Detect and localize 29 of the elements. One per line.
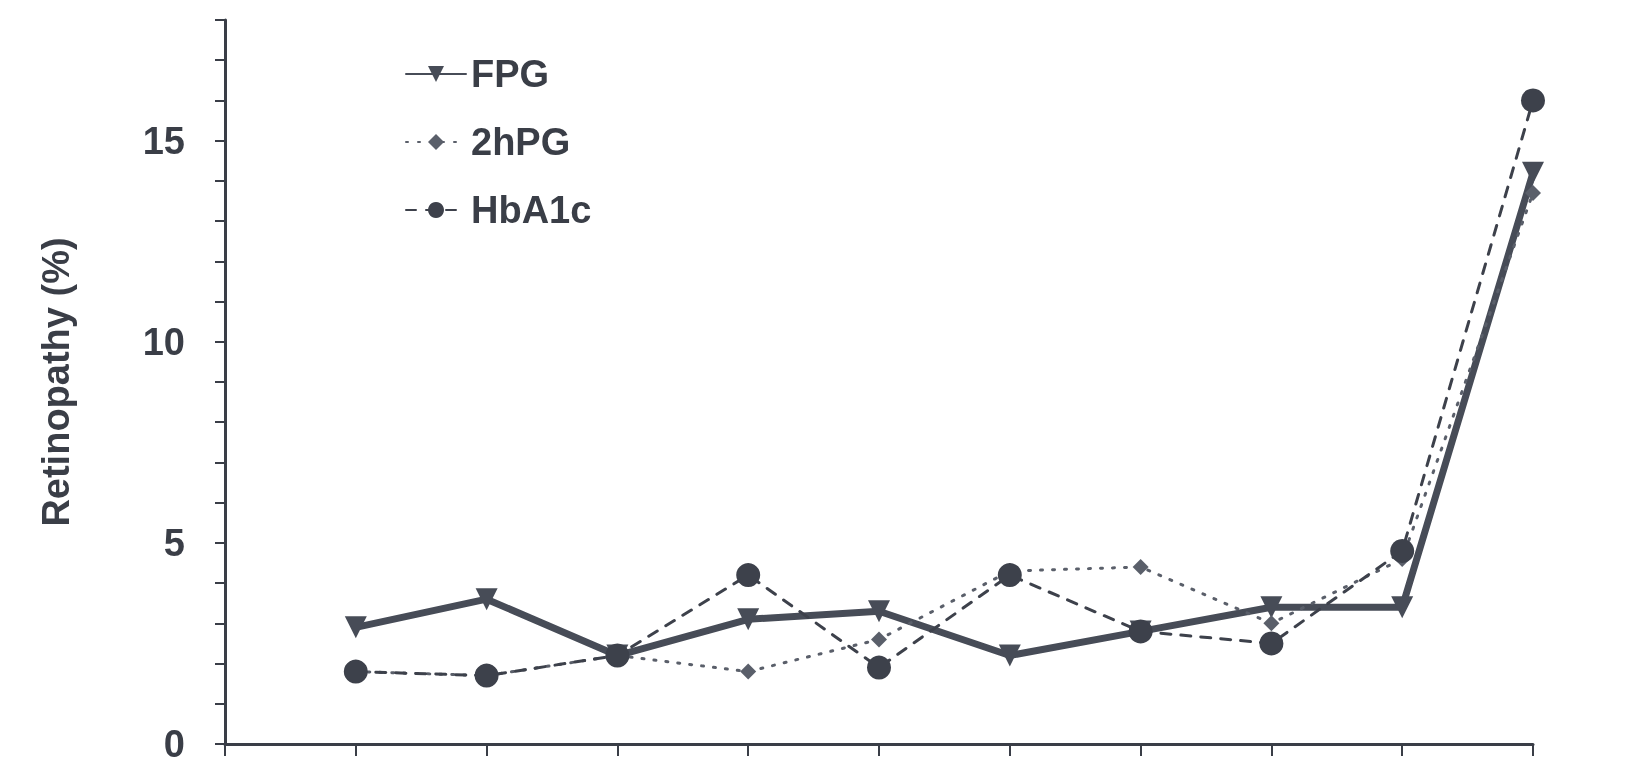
point <box>737 608 760 631</box>
point <box>1260 596 1283 619</box>
point <box>1522 161 1544 184</box>
point <box>344 616 367 639</box>
y-axis-title: Retinopathy (%) <box>35 237 77 527</box>
point <box>475 588 498 611</box>
point <box>867 655 891 680</box>
point <box>997 563 1022 588</box>
point <box>871 631 887 648</box>
point <box>998 644 1021 667</box>
point <box>1132 559 1149 576</box>
y-tick-label: 15 <box>142 119 185 162</box>
legend-label: HbA1c <box>471 189 592 231</box>
y-tick-label: 0 <box>163 723 185 765</box>
legend-label: 2hPG <box>471 121 571 163</box>
point <box>1521 88 1545 113</box>
point <box>1525 184 1541 201</box>
point <box>740 663 757 680</box>
point <box>868 600 890 623</box>
y-tick-label: 10 <box>142 320 185 363</box>
y-tick-label: 5 <box>163 521 185 564</box>
point <box>1259 631 1284 656</box>
point <box>1391 596 1414 619</box>
point <box>343 659 368 684</box>
point <box>1263 615 1280 632</box>
point <box>474 663 499 688</box>
point <box>1390 538 1415 563</box>
point <box>736 563 761 588</box>
legend-label: FPG <box>471 53 550 95</box>
